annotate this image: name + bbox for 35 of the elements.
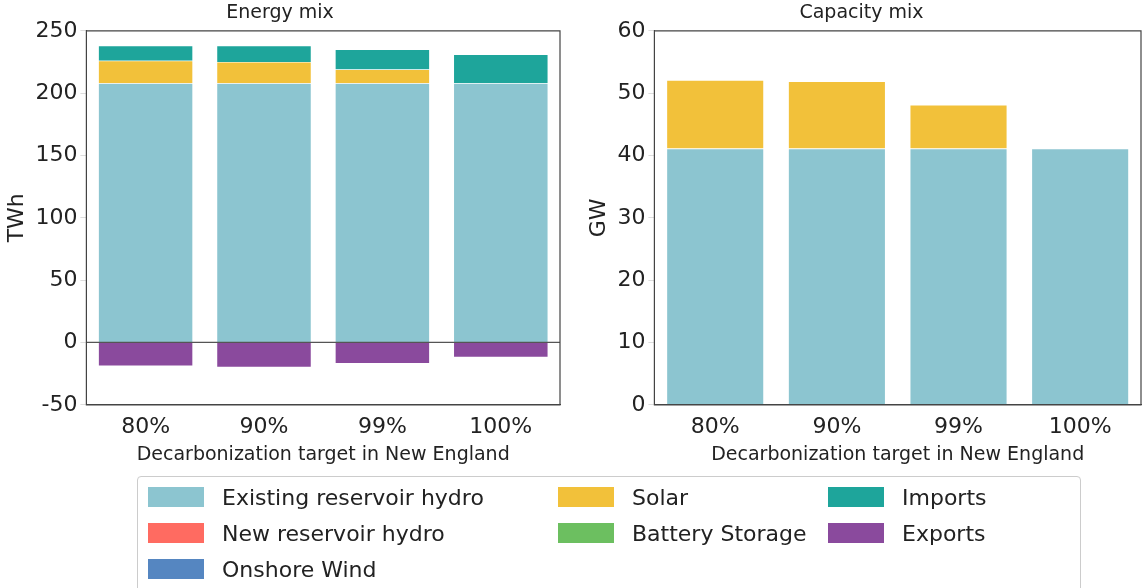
legend-label: New reservoir hydro xyxy=(222,520,445,546)
y-tick-label: 60 xyxy=(617,16,646,42)
y-tick-label: 30 xyxy=(617,203,646,229)
y-axis-title: GW xyxy=(584,198,610,238)
y-tick-label: 50 xyxy=(617,78,646,104)
chart-title: Capacity mix xyxy=(799,0,924,23)
y-tick-label: 0 xyxy=(631,390,646,416)
x-tick-label: 90% xyxy=(812,412,862,438)
y-tick-label: -50 xyxy=(41,390,78,416)
x-tick-label: 100% xyxy=(1048,412,1112,438)
legend-label: Imports xyxy=(902,484,987,510)
y-tick-label: 40 xyxy=(617,141,646,167)
x-tick-label: 80% xyxy=(690,412,740,438)
x-tick-label: 99% xyxy=(357,412,407,438)
y-tick-label: 0 xyxy=(63,328,78,354)
y-tick-label: 10 xyxy=(617,328,646,354)
legend-label: Exports xyxy=(902,520,986,546)
y-tick-label: 200 xyxy=(35,78,78,104)
y-tick-label: 20 xyxy=(617,265,646,291)
legend-label: Onshore Wind xyxy=(222,556,377,582)
x-tick-label: 100% xyxy=(469,412,533,438)
y-tick-label: 150 xyxy=(35,141,78,167)
legend-label: Existing reservoir hydro xyxy=(222,484,484,510)
y-axis-title: TWh xyxy=(2,193,28,244)
x-axis-title: Decarbonization target in New England xyxy=(136,441,510,464)
chart-title: Energy mix xyxy=(226,0,334,23)
x-axis-title: Decarbonization target in New England xyxy=(711,441,1085,464)
x-tick-label: 80% xyxy=(121,412,171,438)
y-tick-label: 100 xyxy=(35,203,78,229)
y-tick-label: 50 xyxy=(49,265,78,291)
legend-label: Solar xyxy=(632,484,689,510)
y-tick-label: 250 xyxy=(35,16,78,42)
legend-label: Battery Storage xyxy=(632,520,807,546)
x-tick-label: 90% xyxy=(239,412,289,438)
x-tick-label: 99% xyxy=(934,412,983,438)
